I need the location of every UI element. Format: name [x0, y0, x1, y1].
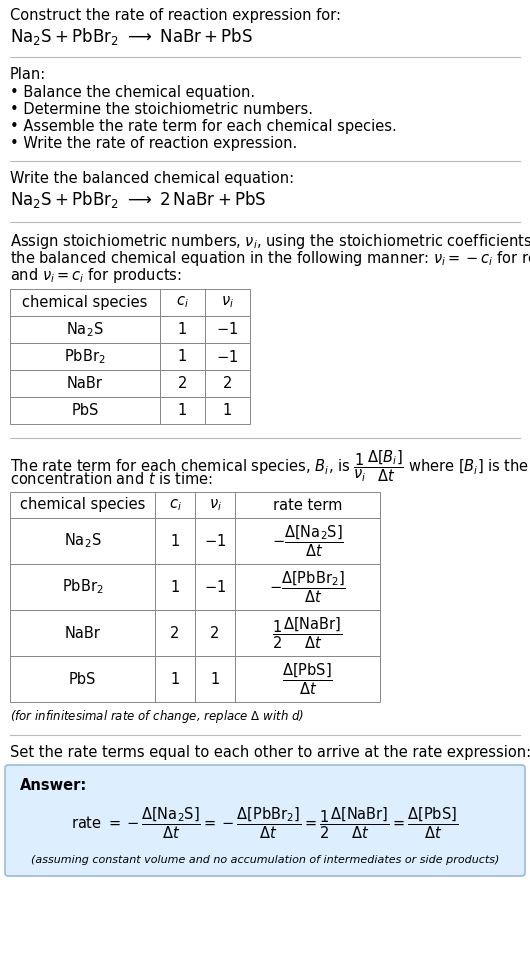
Bar: [155, 610, 195, 656]
Bar: [10, 610, 155, 656]
Text: 1: 1: [178, 349, 187, 364]
Text: 2: 2: [210, 626, 220, 640]
Text: 2: 2: [178, 376, 187, 391]
Text: rate $= -\dfrac{\Delta[\mathrm{Na_2S}]}{\Delta t}= -\dfrac{\Delta[\mathrm{PbBr_2: rate $= -\dfrac{\Delta[\mathrm{Na_2S}]}{…: [72, 805, 458, 840]
Text: $-\dfrac{\Delta[\mathrm{PbBr_2}]}{\Delta t}$: $-\dfrac{\Delta[\mathrm{PbBr_2}]}{\Delta…: [269, 569, 346, 605]
Text: $\dfrac{1}{2}\dfrac{\Delta[\mathrm{NaBr}]}{\Delta t}$: $\dfrac{1}{2}\dfrac{\Delta[\mathrm{NaBr}…: [272, 615, 343, 651]
Text: $\mathrm{Na_2S + PbBr_2\ \longrightarrow\ 2\,NaBr + PbS}$: $\mathrm{Na_2S + PbBr_2\ \longrightarrow…: [10, 189, 267, 210]
Text: $\dfrac{\Delta[\mathrm{PbS}]}{\Delta t}$: $\dfrac{\Delta[\mathrm{PbS}]}{\Delta t}$: [282, 661, 333, 697]
Text: the balanced chemical equation in the following manner: $\nu_i = -c_i$ for react: the balanced chemical equation in the fo…: [10, 249, 530, 268]
Text: 1: 1: [178, 403, 187, 418]
Text: $\nu_i$: $\nu_i$: [221, 295, 234, 310]
Text: Answer:: Answer:: [20, 778, 87, 793]
Bar: [10, 656, 155, 702]
Text: NaBr: NaBr: [67, 376, 103, 391]
Bar: [160, 289, 205, 316]
Bar: [205, 370, 250, 397]
Text: and $\nu_i = c_i$ for products:: and $\nu_i = c_i$ for products:: [10, 266, 182, 285]
Bar: [205, 343, 250, 370]
Text: $c_i$: $c_i$: [169, 497, 181, 512]
Bar: [205, 289, 250, 316]
Text: NaBr: NaBr: [65, 626, 101, 640]
Bar: [160, 316, 205, 343]
Bar: [235, 564, 380, 610]
Text: $-\dfrac{\Delta[\mathrm{Na_2S}]}{\Delta t}$: $-\dfrac{\Delta[\mathrm{Na_2S}]}{\Delta …: [271, 523, 343, 559]
Text: Plan:: Plan:: [10, 67, 46, 82]
Text: $-1$: $-1$: [204, 579, 226, 595]
Text: • Balance the chemical equation.: • Balance the chemical equation.: [10, 85, 255, 100]
Text: 1: 1: [210, 671, 219, 686]
Text: concentration and $t$ is time:: concentration and $t$ is time:: [10, 471, 213, 487]
Bar: [195, 564, 235, 610]
Bar: [155, 656, 195, 702]
Text: 1: 1: [170, 534, 180, 549]
Bar: [205, 397, 250, 424]
Text: 2: 2: [170, 626, 180, 640]
Bar: [155, 492, 195, 518]
Text: Write the balanced chemical equation:: Write the balanced chemical equation:: [10, 171, 294, 186]
Text: The rate term for each chemical species, $B_i$, is $\dfrac{1}{\nu_i}\dfrac{\Delt: The rate term for each chemical species,…: [10, 448, 530, 483]
Bar: [235, 518, 380, 564]
Text: PbS: PbS: [69, 671, 96, 686]
Bar: [195, 518, 235, 564]
Text: $c_i$: $c_i$: [176, 295, 189, 310]
Text: Set the rate terms equal to each other to arrive at the rate expression:: Set the rate terms equal to each other t…: [10, 745, 530, 760]
Text: $\mathrm{PbBr_2}$: $\mathrm{PbBr_2}$: [61, 578, 103, 596]
Text: $\nu_i$: $\nu_i$: [208, 497, 222, 512]
Text: PbS: PbS: [72, 403, 99, 418]
Text: 1: 1: [178, 322, 187, 337]
Text: rate term: rate term: [273, 498, 342, 512]
Bar: [10, 492, 155, 518]
Text: Construct the rate of reaction expression for:: Construct the rate of reaction expressio…: [10, 8, 341, 23]
Bar: [10, 518, 155, 564]
Bar: [160, 343, 205, 370]
Text: (assuming constant volume and no accumulation of intermediates or side products): (assuming constant volume and no accumul…: [31, 855, 499, 865]
Text: • Assemble the rate term for each chemical species.: • Assemble the rate term for each chemic…: [10, 119, 397, 134]
Text: $\mathrm{PbBr_2}$: $\mathrm{PbBr_2}$: [64, 347, 106, 366]
Text: 1: 1: [170, 580, 180, 594]
Bar: [10, 343, 160, 370]
Text: chemical species: chemical species: [22, 295, 148, 310]
Text: Assign stoichiometric numbers, $\nu_i$, using the stoichiometric coefficients, $: Assign stoichiometric numbers, $\nu_i$, …: [10, 232, 530, 251]
Bar: [205, 316, 250, 343]
Bar: [235, 656, 380, 702]
Text: 2: 2: [223, 376, 232, 391]
Text: $\mathrm{Na_2S + PbBr_2\ \longrightarrow\ NaBr + PbS}$: $\mathrm{Na_2S + PbBr_2\ \longrightarrow…: [10, 26, 253, 47]
Bar: [10, 397, 160, 424]
Text: • Write the rate of reaction expression.: • Write the rate of reaction expression.: [10, 136, 297, 151]
Text: $-1$: $-1$: [216, 321, 238, 338]
Bar: [195, 656, 235, 702]
Bar: [155, 518, 195, 564]
FancyBboxPatch shape: [5, 765, 525, 876]
Bar: [10, 564, 155, 610]
Bar: [195, 492, 235, 518]
Bar: [10, 316, 160, 343]
Text: 1: 1: [170, 671, 180, 686]
Text: (for infinitesimal rate of change, replace $\Delta$ with $d$): (for infinitesimal rate of change, repla…: [10, 708, 304, 725]
Bar: [155, 564, 195, 610]
Bar: [160, 397, 205, 424]
Text: $-1$: $-1$: [204, 533, 226, 549]
Bar: [235, 492, 380, 518]
Bar: [10, 289, 160, 316]
Text: • Determine the stoichiometric numbers.: • Determine the stoichiometric numbers.: [10, 102, 313, 117]
Text: 1: 1: [223, 403, 232, 418]
Text: $\mathrm{Na_2S}$: $\mathrm{Na_2S}$: [64, 532, 101, 550]
Bar: [235, 610, 380, 656]
Bar: [195, 610, 235, 656]
Text: $-1$: $-1$: [216, 348, 238, 364]
Text: $\mathrm{Na_2S}$: $\mathrm{Na_2S}$: [66, 320, 104, 339]
Bar: [10, 370, 160, 397]
Text: chemical species: chemical species: [20, 498, 145, 512]
Bar: [160, 370, 205, 397]
